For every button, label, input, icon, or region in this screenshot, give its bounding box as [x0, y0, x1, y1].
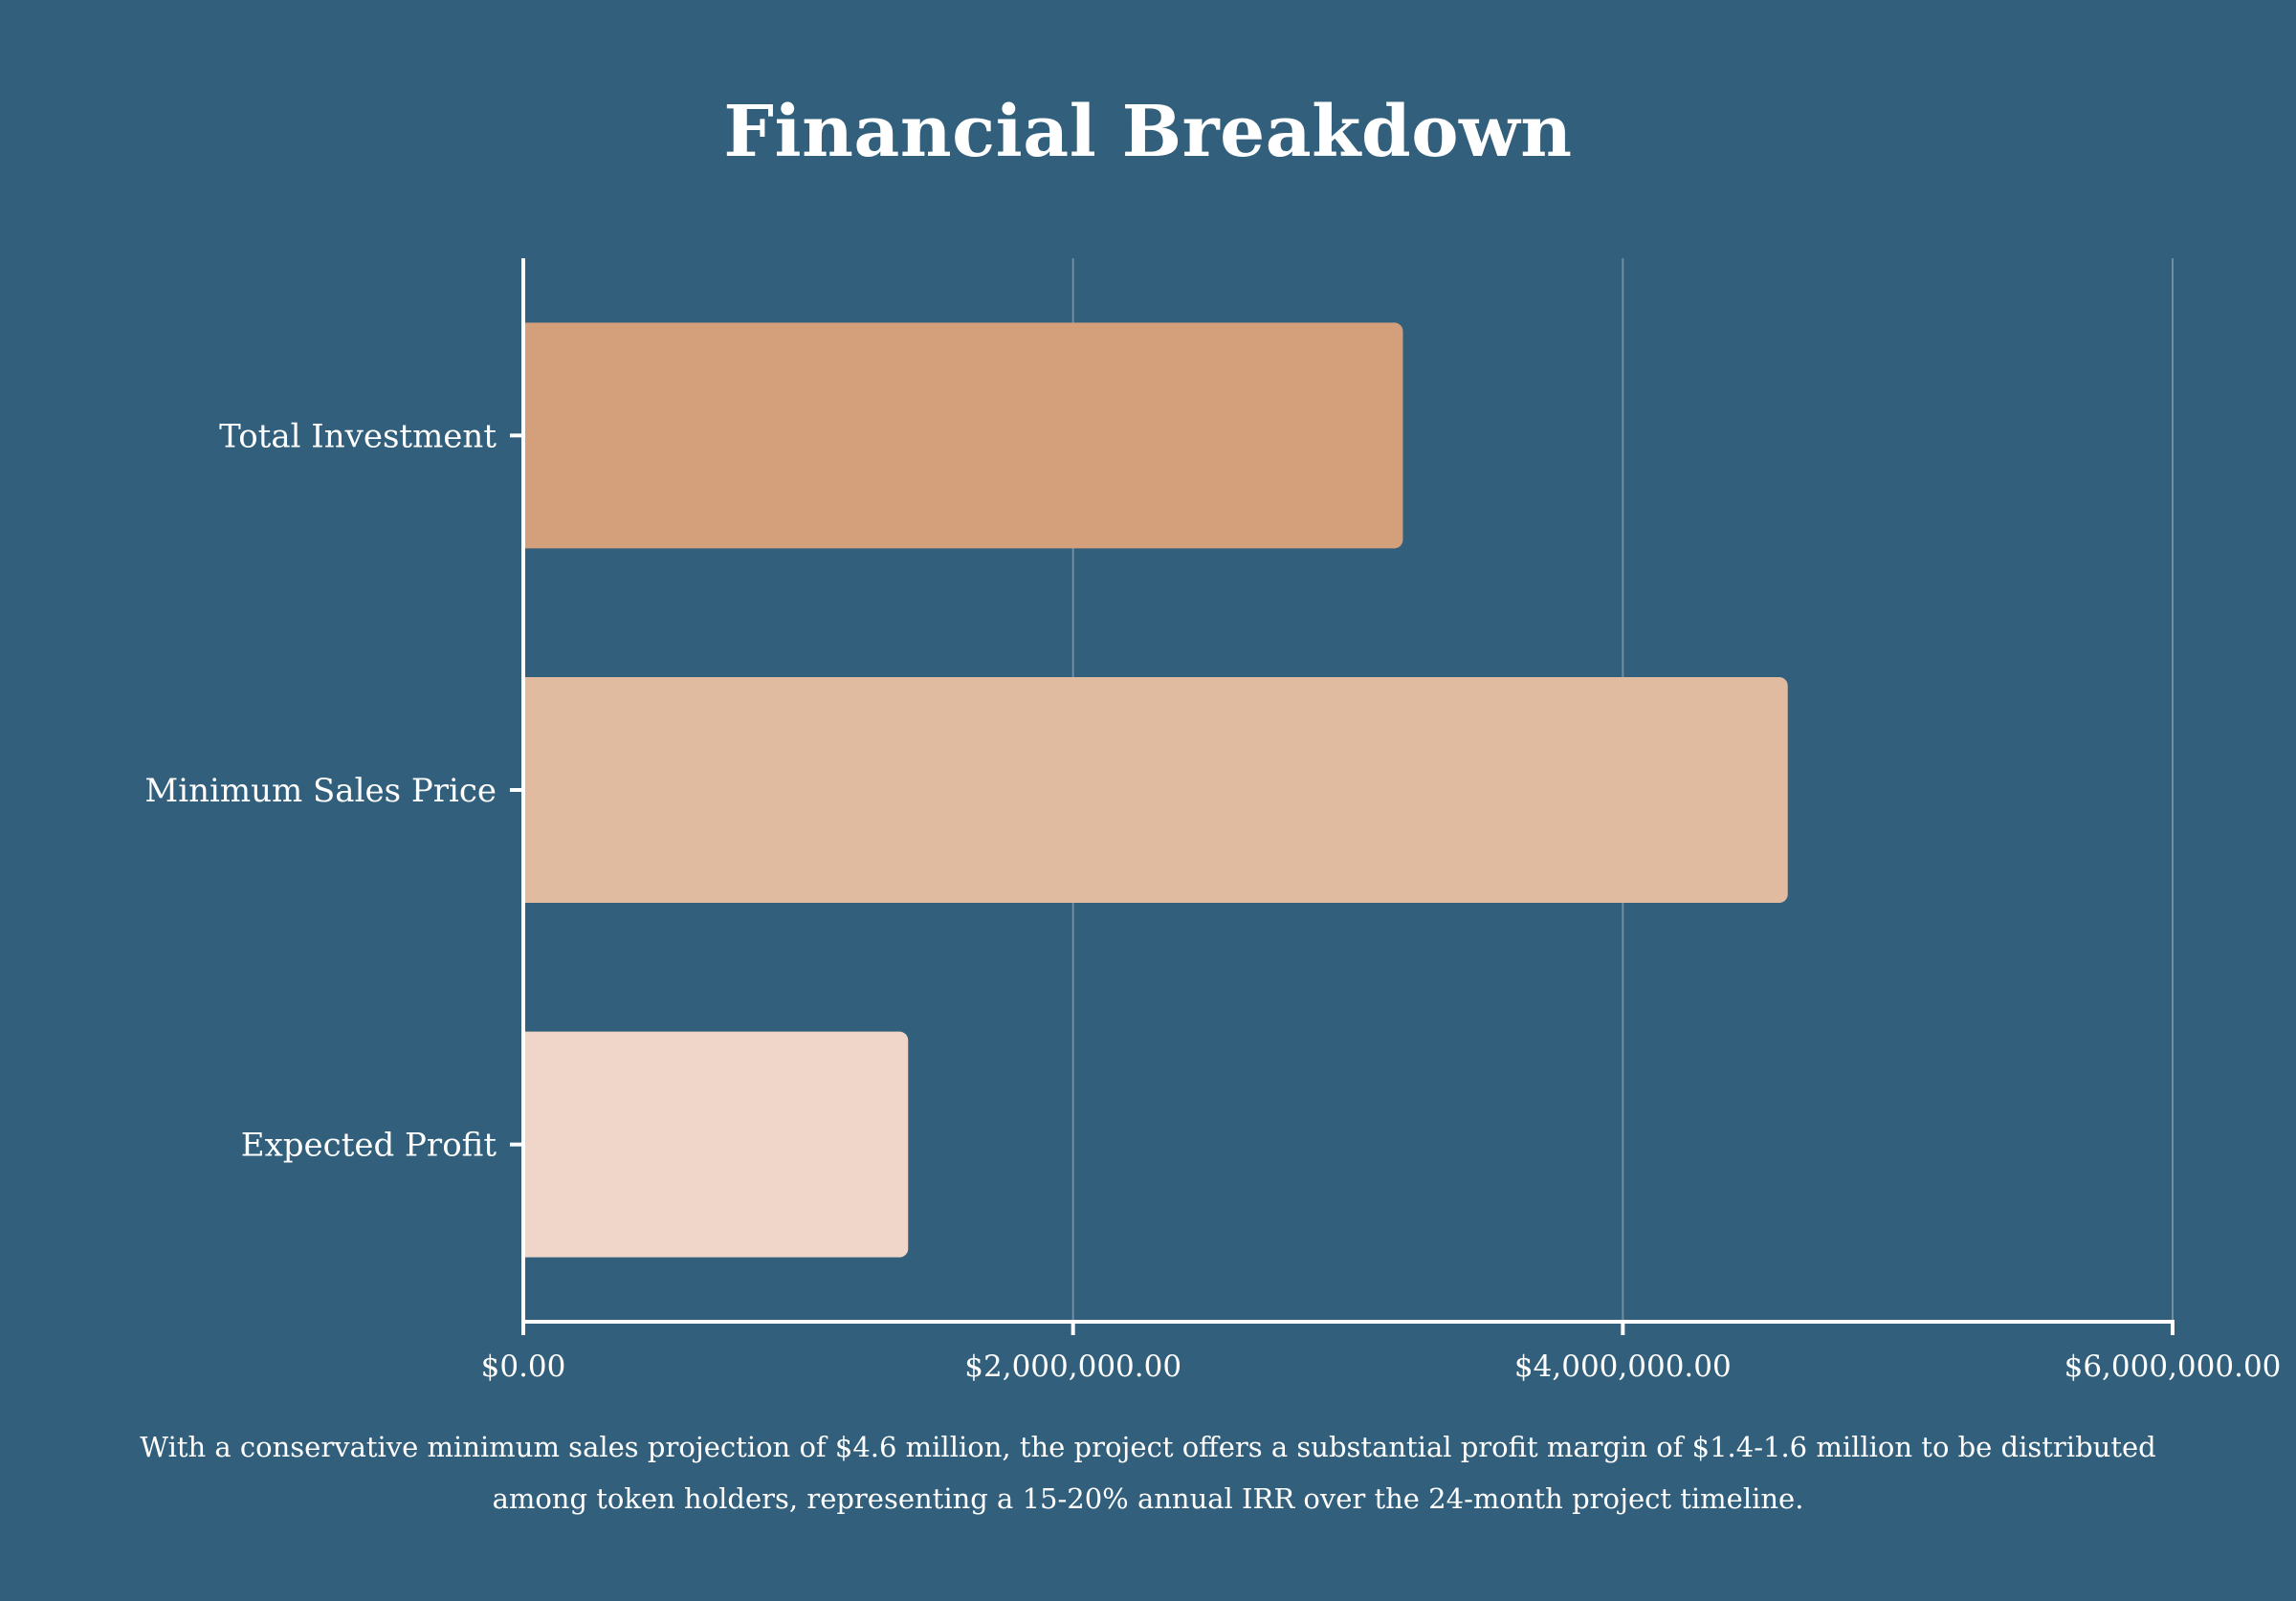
caption-line-2: among token holders, representing a 15-2… [492, 1482, 1804, 1515]
caption-line-1: With a conservative minimum sales projec… [140, 1431, 2156, 1463]
y-category-label: Expected Profit [241, 1127, 497, 1165]
tick-labels: $0.00 $2,000,000.00 $4,000,000.00 $6,000,00… [144, 417, 2281, 1384]
axes [510, 258, 2175, 1335]
bar-expected-profit [523, 1031, 909, 1258]
x-tick-label: $0.00 [481, 1349, 566, 1384]
y-category-label: Total Investment [219, 417, 497, 455]
bar-minimum-sales-price [523, 677, 1788, 903]
x-tick-label: $4,000,000.00 [1514, 1349, 1732, 1384]
x-tick-label: $6,000,000.00 [2064, 1349, 2282, 1384]
chart-title: Financial Breakdown [723, 91, 1573, 173]
bar-total-investment [523, 322, 1403, 549]
bars [523, 322, 1788, 1258]
chart-caption: With a conservative minimum sales projec… [0, 1421, 2296, 1524]
x-tick-label: $2,000,000.00 [964, 1349, 1181, 1384]
y-category-label: Minimum Sales Price [144, 772, 497, 810]
